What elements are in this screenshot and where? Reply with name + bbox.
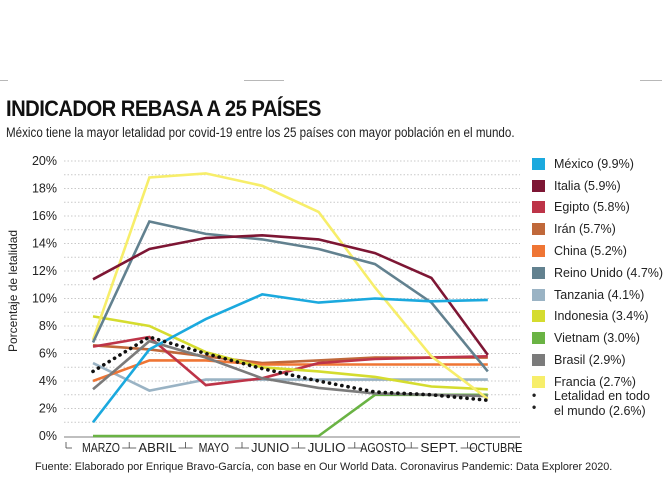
legend-swatch-icon [532,354,545,367]
y-tick-label: 4% [39,374,57,388]
legend-label: Reino Unido (4.7%) [554,265,664,280]
series-line-vietnam [93,393,488,438]
x-tick-label: ABRIL [138,441,176,455]
legend-item: Tanzania (4.1%) [532,284,662,306]
legend-label: Egipto (5.8%) [554,200,630,215]
series-line-méxico [91,293,488,424]
x-tick-label: OCTUBRE [469,441,522,455]
y-tick-label: 8% [39,319,57,333]
top-rule-right [640,80,662,81]
y-tick-label: 10% [32,292,57,306]
legend-item-world: • • Letalidad en todo el mundo (2.6%) [532,389,662,419]
legend-label: Francia (2.7%) [554,374,636,389]
x-tick-label: AGOSTO [360,441,406,455]
legend-swatch-icon [532,266,545,279]
legend-item: México (9.9%) [532,153,662,175]
legend-label: Tanzania (4.1%) [554,287,645,302]
x-axis: MARZO ABRIL MAYO JUNIO JULIO AGOSTO SEPT. OCTUB… [64,436,522,455]
legend-item: Indonesia (3.4%) [532,306,662,328]
y-tick-label: 14% [32,237,57,251]
legend-item: Francia (2.7%) [532,371,662,393]
series-lines [91,172,490,438]
y-tick-label: 18% [32,182,57,196]
y-tick-label: 20% [32,154,57,168]
legend-swatch-icon [532,179,545,192]
y-tick-label: 16% [32,209,57,223]
top-rule-center [244,80,284,81]
legend-item: Irán (5.7%) [532,218,662,240]
legend-item: Italia (5.9%) [532,175,662,197]
x-tick-label: JULIO [308,441,346,455]
legend-item: Egipto (5.8%) [532,197,662,219]
legend-label: Indonesia (3.4%) [554,309,649,324]
legend-label: Italia (5.9%) [554,178,621,193]
legend-item: Reino Unido (4.7%) [532,262,664,284]
legend-swatch-icon [532,332,545,345]
y-tick-label: 0% [39,429,57,443]
legend-swatch-icon [532,245,545,258]
x-tick-label: MARZO [82,441,120,455]
chart-subtitle: México tiene la mayor letalidad por covi… [6,125,515,140]
legend-swatch-icon [532,223,545,236]
legend: México (9.9%) Italia (5.9%) Egipto (5.8%) I… [532,153,664,419]
series-line-china [92,359,488,383]
legend-label: Vietnam (3.0%) [554,331,640,346]
legend-item: China (5.2%) [532,240,662,262]
legend-label: Brasil (2.9%) [554,353,626,368]
source-note: Fuente: Elaborado por Enrique Bravo-Garc… [35,461,613,473]
legend-label: Letalidad en todo el mundo (2.6%) [554,389,650,419]
series-line-francia [91,172,489,400]
series-line-italia [92,233,489,356]
y-tick-label: 12% [32,264,57,278]
legend-label-line: el mundo (2.6%) [554,403,646,418]
legend-swatch-icon [532,310,545,323]
legend-swatch-icon [532,375,545,388]
y-tick-label: 6% [39,347,57,361]
y-tick-label: 2% [39,402,57,416]
y-tick-labels: 0% 2% 4% 6% 8% 10% 12% 14% 16% 18% 20% [32,154,57,443]
legend-swatch-icon [532,201,545,214]
chart-title: INDICADOR REBASA A 25 PAÍSES [6,96,321,121]
legend-label-line: Letalidad en todo [554,388,650,403]
series-line-letalidad-en-todo-el-mundo [91,335,490,403]
x-tick-label: JUNIO [251,441,289,455]
x-tick-label: SEPT. [420,441,458,455]
x-tick-label: MAYO [199,441,230,455]
legend-label: Irán (5.7%) [554,222,616,237]
legend-label: China (5.2%) [554,244,627,259]
legend-swatch-icon [532,157,545,170]
legend-item: Vietnam (3.0%) [532,327,662,349]
legend-swatch-icon [532,288,545,301]
top-rule-left [0,80,8,81]
series-line-tanzania [92,361,488,392]
legend-label: México (9.9%) [554,156,634,171]
dotted-line-icon: • • [532,387,538,414]
series-line-indonesia [92,315,488,391]
series-line-reino-unido [91,220,489,373]
legend-item: Brasil (2.9%) [532,349,662,371]
